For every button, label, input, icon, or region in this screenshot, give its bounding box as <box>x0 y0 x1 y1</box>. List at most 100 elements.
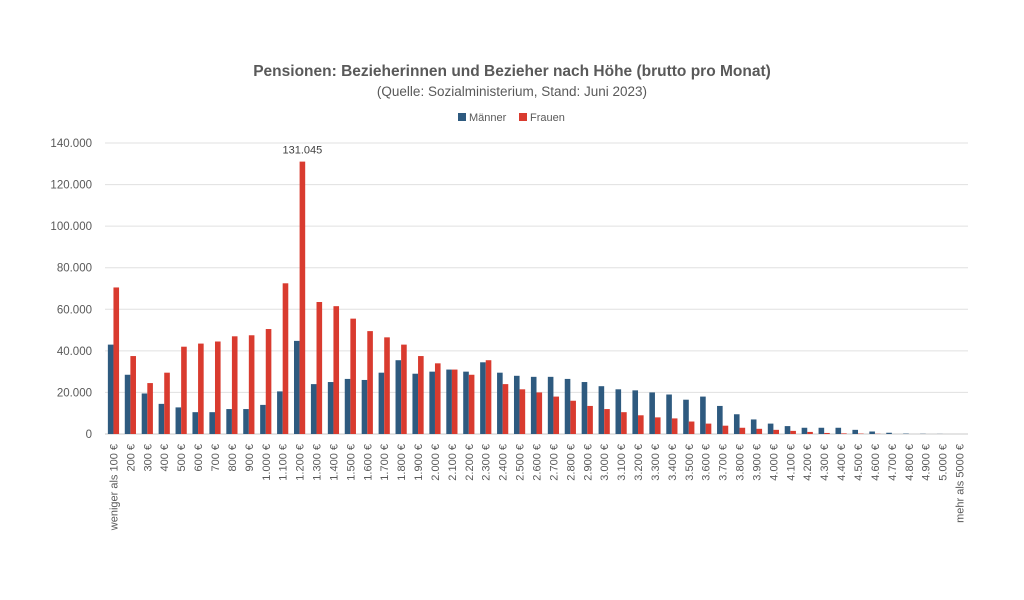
bar-maenner <box>751 419 757 434</box>
x-tick-label: 500 € <box>176 444 188 472</box>
bar-maenner <box>768 424 774 434</box>
bar-frauen <box>486 360 492 434</box>
bar-frauen <box>621 412 627 434</box>
x-tick-label: 4.900 € <box>921 444 933 481</box>
bar-maenner <box>108 345 114 434</box>
x-tick-label: 4.200 € <box>802 444 814 481</box>
x-tick-label: 1.900 € <box>413 444 425 481</box>
x-tick-label: 3.100 € <box>616 444 628 481</box>
y-tick-label: 0 <box>86 429 92 441</box>
y-tick-label: 60.000 <box>57 304 92 316</box>
bar-frauen <box>317 302 323 434</box>
bar-frauen <box>520 389 526 434</box>
x-tick-label: 2.400 € <box>498 444 510 481</box>
bar-maenner <box>396 360 402 434</box>
x-tick-label: 800 € <box>227 444 239 472</box>
bar-maenner <box>835 428 841 434</box>
x-tick-label: 4.500 € <box>853 444 865 481</box>
bar-maenner <box>819 428 825 434</box>
bar-frauen <box>604 409 610 434</box>
bar-frauen <box>553 397 559 434</box>
bar-maenner <box>531 377 537 434</box>
x-tick-label: 3.400 € <box>667 444 679 481</box>
bar-maenner <box>717 406 723 434</box>
x-tick-label: 1.400 € <box>328 444 340 481</box>
bar-maenner <box>599 386 605 434</box>
x-tick-label: 4.400 € <box>836 444 848 481</box>
y-tick-label: 80.000 <box>57 263 92 275</box>
bar-maenner <box>176 407 182 434</box>
bar-maenner <box>260 405 266 434</box>
x-tick-label: 3.300 € <box>650 444 662 481</box>
x-tick-label: 400 € <box>159 444 171 472</box>
x-tick-label: 4.300 € <box>819 444 831 481</box>
x-tick-label: weniger als 100 € <box>108 444 120 531</box>
peak-data-label: 131.045 <box>283 145 323 157</box>
bar-maenner <box>514 376 520 434</box>
x-tick-label: 2.100 € <box>447 444 459 481</box>
bar-frauen <box>164 373 170 434</box>
bar-maenner <box>142 393 148 434</box>
bar-maenner <box>311 384 317 434</box>
x-tick-label: 1.500 € <box>345 444 357 481</box>
bars <box>108 162 943 434</box>
x-tick-label: 4.800 € <box>904 444 916 481</box>
x-tick-label: 3.500 € <box>684 444 696 481</box>
x-tick-label: 300 € <box>142 444 154 472</box>
y-tick-label: 120.000 <box>50 180 92 192</box>
bar-frauen <box>283 283 289 434</box>
bar-maenner <box>125 375 131 434</box>
bar-frauen <box>333 306 339 434</box>
x-tick-label: 2.600 € <box>532 444 544 481</box>
bar-maenner <box>226 409 232 434</box>
bar-maenner <box>446 370 452 434</box>
bar-frauen <box>266 329 272 434</box>
bar-maenner <box>192 412 198 434</box>
bar-frauen <box>418 356 424 434</box>
y-tick-label: 20.000 <box>57 387 92 399</box>
chart-title: Pensionen: Bezieherinnen und Bezieher na… <box>253 63 771 80</box>
bar-frauen <box>790 431 796 434</box>
bar-frauen <box>181 347 187 434</box>
y-tick-label: 140.000 <box>50 138 92 150</box>
bar-frauen <box>452 370 458 434</box>
bar-frauen <box>469 375 475 434</box>
x-tick-label: 2.200 € <box>464 444 476 481</box>
bar-maenner <box>159 404 165 434</box>
bar-frauen <box>350 319 356 434</box>
bar-frauen <box>841 433 847 434</box>
x-tick-label: 4.000 € <box>768 444 780 481</box>
bar-maenner <box>429 372 435 434</box>
x-tick-label: 3.700 € <box>718 444 730 481</box>
bar-frauen <box>401 345 407 434</box>
bar-frauen <box>130 356 136 434</box>
bar-maenner <box>345 379 351 434</box>
bar-maenner <box>497 373 503 434</box>
x-tick-label: 1.000 € <box>261 444 273 481</box>
bar-maenner <box>632 390 638 434</box>
y-tick-label: 100.000 <box>50 221 92 233</box>
bar-frauen <box>367 331 373 434</box>
bar-frauen <box>706 424 712 434</box>
bar-frauen <box>503 384 509 434</box>
bar-frauen <box>147 383 153 434</box>
bar-maenner <box>666 395 672 434</box>
bar-maenner <box>362 380 368 434</box>
bar-frauen <box>384 337 390 434</box>
bar-frauen <box>824 433 830 434</box>
bar-maenner <box>683 400 689 434</box>
bar-maenner <box>852 430 858 434</box>
bar-frauen <box>756 429 762 434</box>
x-tick-label: 4.100 € <box>785 444 797 481</box>
x-tick-label: 2.900 € <box>582 444 594 481</box>
bar-frauen <box>723 426 729 434</box>
bar-frauen <box>113 287 119 434</box>
bar-maenner <box>785 426 791 434</box>
bar-frauen <box>672 418 678 434</box>
bar-maenner <box>565 379 571 434</box>
bar-frauen <box>587 406 593 434</box>
x-tick-label: 5.000 € <box>938 444 950 481</box>
x-tick-label: 3.200 € <box>633 444 645 481</box>
bar-frauen <box>570 401 576 434</box>
